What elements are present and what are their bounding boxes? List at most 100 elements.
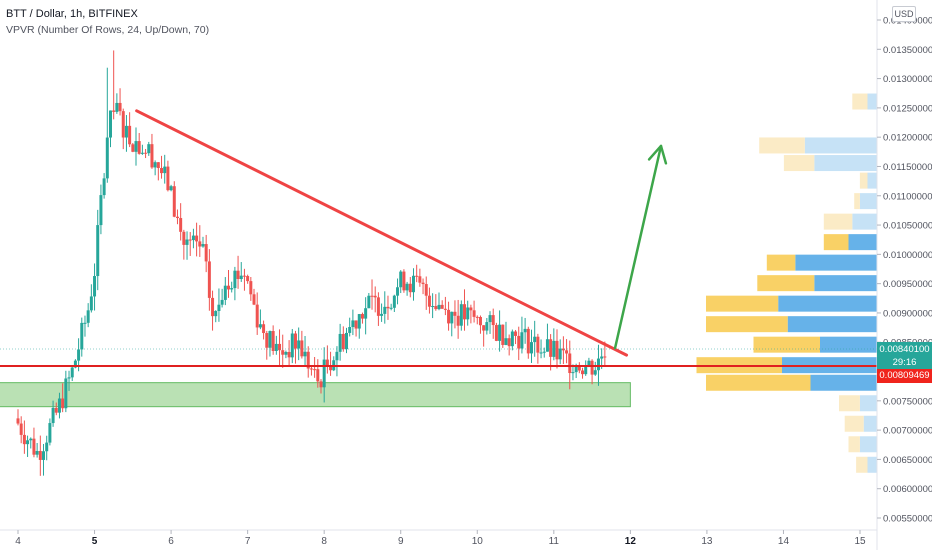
price-tick-label: 0.01000000 [883,250,932,261]
volume-profile-down-bar [706,316,788,333]
candle-body [405,283,409,291]
candle-body [35,450,39,455]
candle-body [367,295,371,309]
candle-body [415,275,419,277]
price-tick-label: 0.00950000 [883,279,932,290]
candle-body [160,167,164,174]
candle-body [175,216,179,219]
candle-body [242,275,246,277]
candle-body [600,356,604,359]
candle-body [421,282,425,285]
candle-body [558,348,562,360]
candle-body [571,372,575,374]
indicator-title[interactable]: VPVR (Number Of Rows, 24, Up/Down, 70) [6,24,210,36]
candles [16,50,607,476]
candle-body [552,340,556,357]
candle-body [258,324,262,328]
candle-body [163,166,167,174]
candle-body [501,324,505,345]
candle-body [262,324,266,334]
volume-profile [696,93,877,473]
volume-profile-down-bar [854,193,860,210]
price-tick-label: 0.00550000 [883,514,932,525]
candle-body [357,314,361,329]
candle-body [182,231,186,245]
support-zone [0,382,631,408]
candle-body [217,304,221,311]
candle-body [443,308,447,310]
volume-profile-up-bar [795,254,877,271]
volume-profile-down-bar [783,155,815,172]
candle-body [494,325,498,341]
candle-body [204,244,208,262]
candle-body [128,125,132,145]
candle-body [539,352,543,354]
time-tick-label: 15 [854,536,866,547]
price-tick-label: 0.00900000 [883,308,932,319]
candle-body [67,377,71,379]
candle-body [281,350,285,355]
candle-body [533,336,537,343]
time-axis[interactable]: 4 5 6 7 8 9 10 11 12 13 14 15 [0,529,877,547]
candle-body [491,315,495,326]
candle-body [529,342,533,354]
candle-body [140,152,144,154]
price-tick-label: 0.01300000 [883,74,932,85]
candle-body [316,369,320,382]
candle-body [179,218,183,232]
time-tick-label: 13 [701,536,713,547]
candle-body [124,125,128,138]
volume-profile-up-bar [810,374,877,391]
price-axis[interactable]: 0.00550000 0.00600000 0.00650000 0.00700000… [876,0,932,550]
candle-body [488,315,492,323]
candle-body [341,333,345,350]
candle-body [306,351,310,369]
symbol-title[interactable]: BTT / Dollar, 1h, BITFINEX [6,8,138,20]
candle-body [335,351,339,361]
candle-body [329,366,333,371]
candle-body [172,186,176,217]
candle-body [418,276,422,283]
candle-body [233,270,237,289]
candle-body [223,285,227,300]
candle-body [297,340,301,349]
candle-body [147,144,151,154]
candle-body [338,333,342,352]
candle-body [542,351,546,353]
candle-body [150,144,154,168]
candle-body [348,327,352,333]
time-tick-label: 8 [321,536,327,547]
volume-profile-up-bar [859,193,877,210]
candle-body [26,440,30,445]
price-tick-label: 0.01100000 [883,191,932,202]
candle-body [325,359,329,367]
volume-profile-down-bar [839,395,860,412]
volume-profile-up-bar [863,415,877,432]
volume-profile-up-bar [867,456,877,473]
candle-body [51,407,55,424]
current-price-value: 0.00840100 [879,344,930,355]
candle-body [434,306,438,310]
candle-body [370,295,374,297]
price-tick-label: 0.00650000 [883,455,932,466]
candle-body [392,295,396,308]
candle-body [45,442,49,452]
candle-body [593,370,597,375]
candle-body [581,370,585,375]
candle-body [77,349,81,361]
candle-body [587,360,591,366]
price-tick-label: 0.01150000 [883,162,932,173]
volume-profile-down-bar [859,172,868,189]
drawings [0,109,877,367]
volume-profile-up-bar [859,436,877,453]
candle-body [577,366,581,371]
candle-body [22,434,26,445]
candle-body [166,166,170,191]
time-tick-label: 11 [549,536,560,547]
currency-badge[interactable]: USD [892,6,916,22]
candle-body [64,378,68,409]
candle-body [424,284,428,296]
candle-body [230,288,234,290]
candle-body [478,316,482,326]
